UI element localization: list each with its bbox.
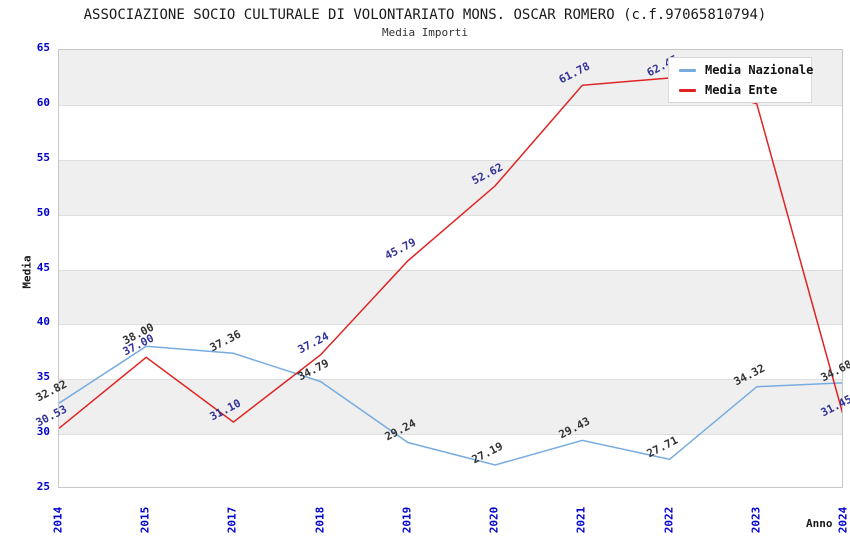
y-tick-label: 45 <box>36 260 50 274</box>
x-tick-label: 2015 <box>138 506 152 534</box>
series-line-media-ente <box>59 77 842 429</box>
series-line-media-nazionale <box>59 345 842 466</box>
x-tick-label: 2022 <box>662 506 676 534</box>
grid-band <box>59 269 842 325</box>
y-tick-label: 25 <box>36 480 50 493</box>
grid-line <box>59 324 842 326</box>
y-tick-label: 60 <box>36 95 50 109</box>
x-axis-title: Anno <box>806 517 833 530</box>
x-tick-label: 2023 <box>749 506 763 534</box>
y-tick-label: 30 <box>36 425 50 439</box>
plot-area <box>58 49 843 488</box>
y-tick-label: 50 <box>36 205 50 219</box>
grid-line <box>59 269 842 271</box>
x-tick-label: 2024 <box>836 506 850 534</box>
grid-line <box>59 379 842 381</box>
x-tick-label: 2018 <box>313 506 327 534</box>
grid-line <box>59 104 842 106</box>
chart-subtitle: Media Importi <box>381 26 469 39</box>
grid-line <box>59 159 842 161</box>
legend-item-label: Media Ente <box>705 83 778 97</box>
y-tick-label: 55 <box>36 150 50 164</box>
legend-item: Media Ente <box>679 83 801 97</box>
legend-line-swatch <box>679 88 696 92</box>
legend: Media Nazionale Media Ente <box>668 57 813 103</box>
grid-band <box>59 159 842 215</box>
x-tick-label: 2019 <box>400 506 414 534</box>
legend-line-swatch <box>679 68 696 72</box>
grid-line <box>59 214 842 216</box>
x-tick-label: 2014 <box>51 506 65 534</box>
grid-line <box>59 434 842 436</box>
line-series-canvas <box>59 77 842 466</box>
x-tick-label: 2020 <box>487 506 501 534</box>
chart-title: ASSOCIAZIONE SOCIO CULTURALE DI VOLONTAR… <box>83 7 767 23</box>
x-tick-label: 2017 <box>225 506 239 534</box>
y-tick-label: 35 <box>36 370 50 384</box>
legend-item: Media Nazionale <box>679 63 813 77</box>
x-tick-label: 2021 <box>574 506 588 534</box>
y-tick-label: 65 <box>36 41 50 54</box>
y-axis-title: Media <box>20 255 34 289</box>
legend-item-label: Media Nazionale <box>705 63 814 77</box>
y-tick-label: 40 <box>36 315 50 329</box>
